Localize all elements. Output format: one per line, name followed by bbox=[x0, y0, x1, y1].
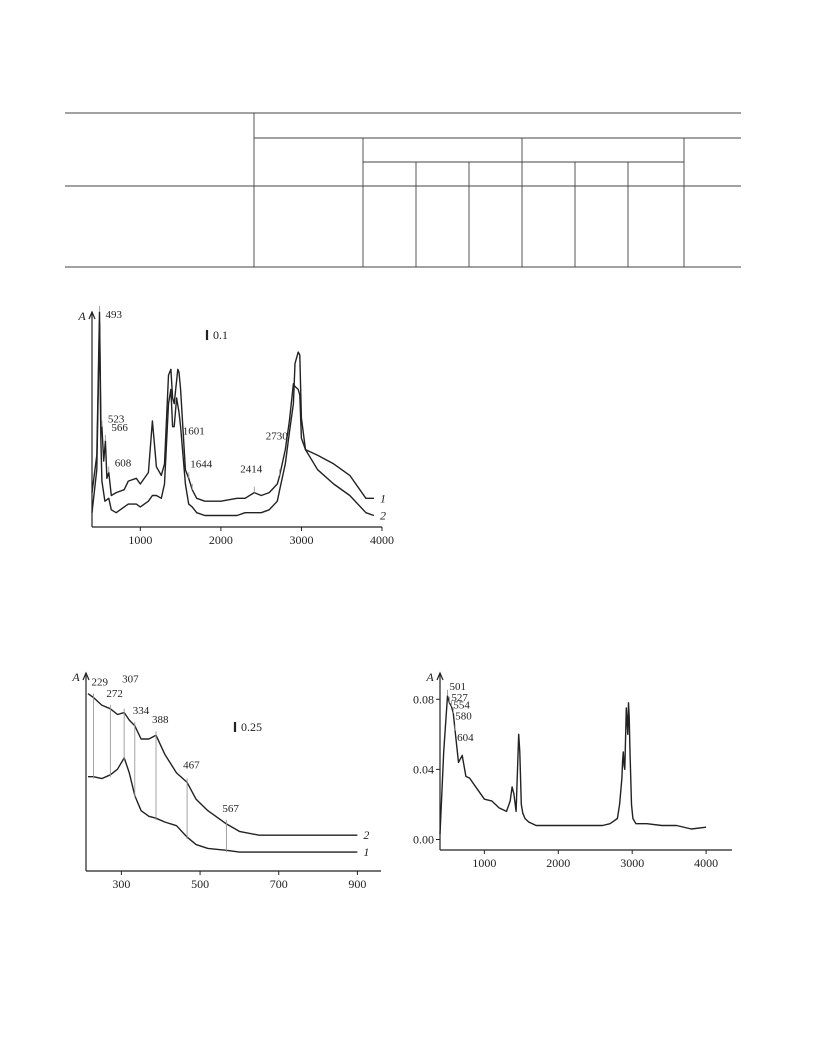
x-tick-label: 1000 bbox=[128, 533, 152, 547]
peak-label: 527 bbox=[451, 692, 468, 704]
series-label: 2 bbox=[363, 828, 369, 842]
x-tick-label: 900 bbox=[348, 877, 366, 891]
peak-label: 580 bbox=[455, 710, 472, 722]
x-tick-label: 1000 bbox=[472, 856, 496, 870]
series-label: 1 bbox=[380, 491, 386, 505]
x-tick-label: 2000 bbox=[209, 533, 233, 547]
series-label: 1 bbox=[363, 845, 369, 859]
x-tick-label: 300 bbox=[112, 877, 130, 891]
peak-label: 608 bbox=[115, 458, 132, 470]
series-line-2 bbox=[91, 322, 375, 517]
peak-label: 229 bbox=[91, 677, 108, 689]
peak-label: 501 bbox=[449, 681, 466, 693]
series-line-spectrum bbox=[439, 695, 707, 835]
scale-bar-label: 0.1 bbox=[213, 328, 228, 342]
series-line-1 bbox=[88, 757, 358, 853]
y-axis-label: A bbox=[425, 670, 434, 684]
peak-label: 467 bbox=[183, 759, 200, 771]
x-tick-label: 4000 bbox=[694, 856, 718, 870]
x-tick-label: 4000 bbox=[370, 533, 394, 547]
ir-spectrum-chart-2: A 1000 2000 3000 4000 0.00 0.04 0.08 50152755458… bbox=[413, 670, 732, 870]
data-table bbox=[65, 112, 741, 268]
x-tick-label: 3000 bbox=[289, 533, 313, 547]
series-line-1 bbox=[91, 311, 374, 502]
peak-label: 2730 bbox=[266, 430, 289, 442]
peak-label: 493 bbox=[105, 309, 122, 321]
x-tick-label: 2000 bbox=[546, 856, 570, 870]
peak-label: 2414 bbox=[240, 464, 263, 476]
scale-bar-label: 0.25 bbox=[241, 720, 262, 734]
y-axis-arrow bbox=[436, 671, 444, 681]
peak-label: 567 bbox=[222, 803, 239, 815]
x-tick-label: 3000 bbox=[620, 856, 644, 870]
peak-label: 554 bbox=[453, 699, 470, 711]
y-tick-label: 0.08 bbox=[413, 692, 434, 706]
x-tick-label: 500 bbox=[191, 877, 209, 891]
y-tick-label: 0.00 bbox=[413, 832, 434, 846]
peak-label: 307 bbox=[122, 674, 139, 686]
peak-label: 1644 bbox=[190, 459, 213, 471]
series-line-2 bbox=[87, 693, 358, 836]
y-tick-label: 0.04 bbox=[413, 762, 434, 776]
peak-label: 388 bbox=[152, 714, 169, 726]
peak-label: 334 bbox=[133, 705, 150, 717]
y-axis-arrow bbox=[88, 310, 96, 320]
y-axis-label: A bbox=[77, 309, 86, 323]
peak-label: 604 bbox=[457, 732, 474, 744]
y-axis-label: A bbox=[71, 670, 80, 684]
peak-label: 1601 bbox=[183, 425, 205, 437]
peak-label: 566 bbox=[111, 422, 128, 434]
y-axis-arrow bbox=[82, 671, 90, 681]
x-tick-label: 700 bbox=[270, 877, 288, 891]
peak-label: 272 bbox=[106, 688, 123, 700]
peak-label: 523 bbox=[108, 414, 125, 426]
series-label: 2 bbox=[380, 509, 386, 523]
